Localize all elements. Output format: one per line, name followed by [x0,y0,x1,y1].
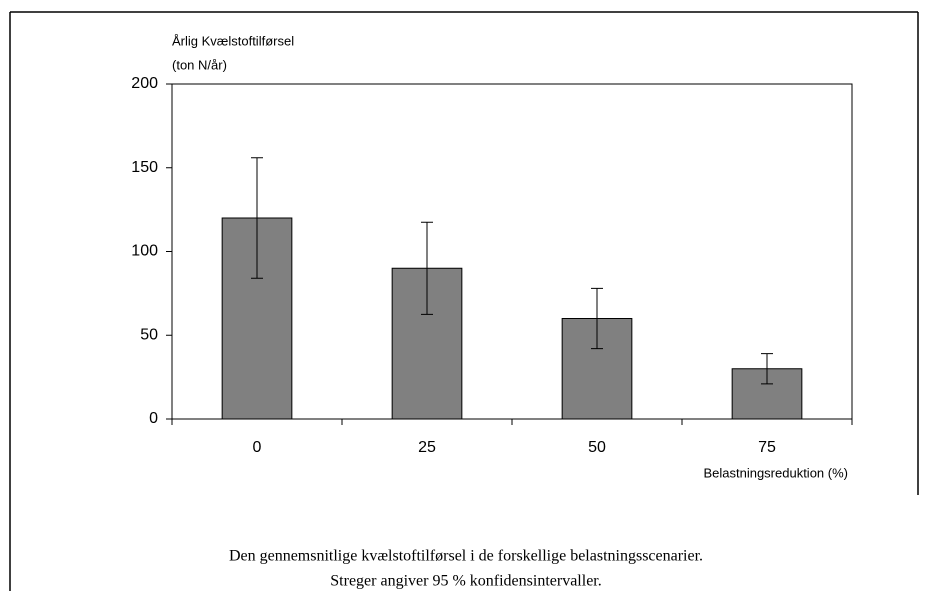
error-bar [251,157,263,279]
y-axis-title: (ton N/år) [172,57,227,72]
x-tick-label: 75 [758,439,776,456]
caption: Streger angiver 95 % konfidensintervalle… [330,573,601,590]
error-bar [421,221,433,315]
x-axis-title: Belastningsreduktion (%) [703,465,848,480]
y-tick-label: 100 [131,243,158,260]
x-tick-label: 25 [418,439,436,456]
y-tick-label: 0 [149,410,158,427]
error-bar [591,287,603,350]
x-tick-label: 50 [588,439,606,456]
y-tick-label: 50 [140,326,158,343]
x-tick-label: 0 [253,439,262,456]
error-bar [761,353,773,385]
caption: Den gennemsnitlige kvælstoftilførsel i d… [229,548,703,565]
y-tick-label: 150 [131,159,158,176]
y-axis-title: Årlig Kvælstoftilførsel [172,33,294,48]
y-tick-label: 200 [131,75,158,92]
